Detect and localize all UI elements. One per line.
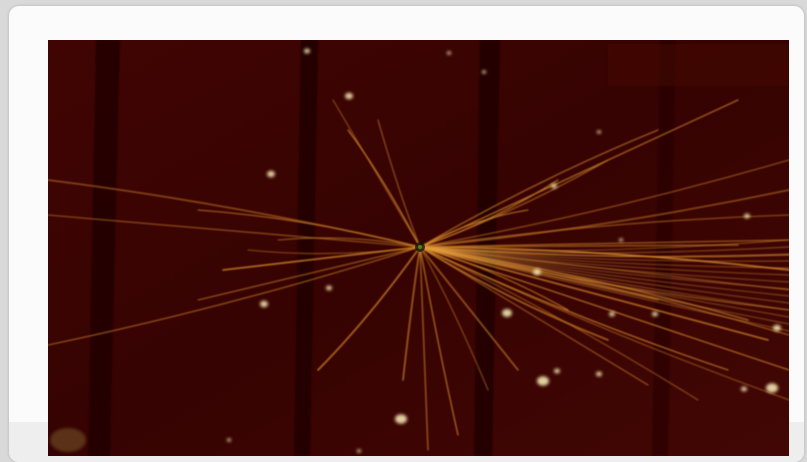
particle-tracks — [48, 99, 789, 451]
particle-track — [419, 246, 789, 297]
particle-track — [419, 246, 789, 283]
detector-hit — [227, 438, 231, 442]
particle-track — [247, 246, 421, 255]
particle-track — [419, 214, 789, 248]
particle-track — [48, 214, 421, 248]
detector-hit — [447, 51, 451, 55]
particle-track — [402, 246, 421, 381]
detector-hit — [597, 130, 601, 134]
particle-track — [197, 209, 421, 248]
particle-track — [419, 159, 789, 248]
detector-hit — [741, 386, 747, 392]
particle-track — [332, 99, 421, 248]
particle-track — [419, 246, 519, 371]
particle-track — [419, 244, 739, 248]
collision-vertex-core — [418, 245, 422, 249]
info-panel — [608, 44, 788, 86]
particle-track — [419, 189, 789, 248]
particle-track — [419, 209, 529, 248]
detector-hit — [533, 268, 541, 276]
particle-track — [419, 246, 789, 269]
detector-hit — [619, 238, 623, 242]
detector-hits — [227, 48, 781, 453]
detector-hit — [267, 170, 275, 178]
particle-track — [419, 246, 769, 341]
particle-track — [419, 246, 429, 451]
detector-hit — [537, 376, 549, 386]
detector-hit — [773, 324, 781, 332]
particle-track — [419, 246, 489, 391]
particle-track — [347, 129, 421, 248]
particle-track — [419, 246, 699, 401]
detector-hit — [766, 383, 778, 393]
particle-track — [419, 246, 789, 401]
particle-track — [419, 246, 789, 262]
detector-hit — [609, 311, 615, 317]
particle-track — [317, 246, 421, 371]
image-card — [9, 6, 804, 462]
detector-hit — [551, 183, 557, 189]
particle-track — [419, 246, 789, 257]
particle-track — [419, 129, 659, 248]
particle-track — [419, 239, 789, 252]
detector-hit — [345, 92, 353, 100]
particle-track — [419, 246, 789, 271]
particle-track — [419, 246, 789, 311]
detector-hit — [304, 48, 310, 54]
detector-hit — [744, 213, 750, 219]
detector-hit — [260, 300, 268, 308]
detector-hit — [502, 309, 512, 317]
particle-track — [419, 246, 789, 276]
event-display-image — [48, 40, 789, 456]
detector-hit — [395, 414, 407, 424]
detector-hit — [326, 285, 332, 291]
detector-hit — [554, 368, 560, 374]
detector-hit — [357, 449, 361, 453]
particle-track — [419, 246, 789, 325]
particle-track — [419, 246, 789, 290]
detector-hit — [596, 371, 602, 377]
particle-track — [419, 246, 789, 318]
particle-track — [419, 246, 789, 332]
particle-track — [419, 246, 789, 371]
detector-hit — [652, 311, 658, 317]
particle-track — [277, 237, 421, 248]
particle-track — [48, 246, 421, 346]
particle-track — [197, 246, 421, 301]
detector-hit — [482, 70, 486, 74]
particle-track — [419, 246, 789, 254]
particle-track — [419, 246, 459, 436]
particle-track — [377, 119, 421, 248]
event-display-canvas — [48, 40, 789, 456]
corner-artifact — [50, 428, 86, 452]
particle-track — [419, 246, 609, 341]
particle-track — [419, 246, 789, 304]
